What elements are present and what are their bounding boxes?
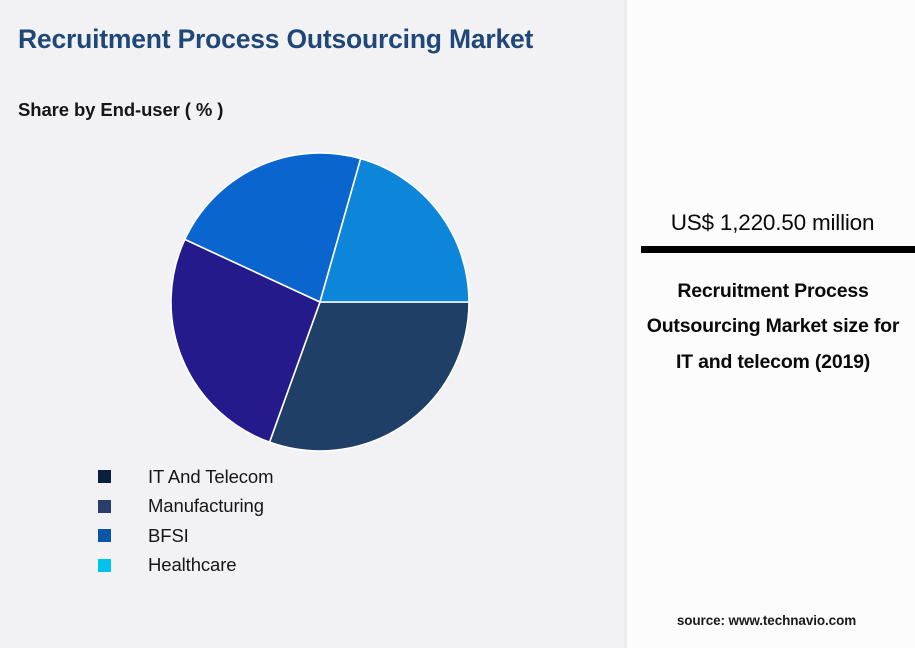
- callout-description: Recruitment Process Outsourcing Market s…: [646, 280, 900, 373]
- pie-chart: [170, 152, 470, 452]
- legend-item-label: Manufacturing: [148, 495, 264, 517]
- page-title: Recruitment Process Outsourcing Market: [18, 24, 534, 54]
- legend-swatch-icon: [98, 470, 111, 484]
- legend-swatch-icon: [98, 529, 111, 543]
- chart-legend: IT And Telecom Manufacturing BFSI Health…: [98, 462, 518, 580]
- pie-slice[interactable]: [183, 152, 362, 304]
- legend-item-bfsi[interactable]: BFSI: [98, 521, 518, 551]
- legend-item-label: Healthcare: [148, 554, 237, 576]
- legend-item-label: IT And Telecom: [148, 465, 274, 487]
- chart-panel: Recruitment Process Outsourcing Market S…: [18, 24, 534, 580]
- pie-chart-svg: [170, 152, 470, 452]
- legend-item-manufacturing[interactable]: Manufacturing: [98, 492, 518, 522]
- pie-slice-group: [170, 152, 470, 452]
- legend-item-it-and-telecom[interactable]: IT And Telecom: [98, 462, 518, 492]
- pie-slice[interactable]: [318, 157, 470, 303]
- source-attribution: source: www.technavio.com: [676, 613, 857, 628]
- legend-item-healthcare[interactable]: Healthcare: [98, 551, 518, 581]
- callout-panel: US$ 1,220.50 million Recruitment Process…: [624, 0, 915, 648]
- callout-value: US$ 1,220.50 million: [670, 210, 875, 235]
- legend-item-label: BFSI: [148, 524, 189, 546]
- pie-slice[interactable]: [170, 238, 322, 444]
- legend-swatch-icon: [98, 558, 111, 572]
- callout-divider: [641, 246, 915, 253]
- pie-slice[interactable]: [268, 301, 470, 452]
- chart-subtitle: Share by End-user ( % ): [18, 99, 224, 120]
- legend-swatch-icon: [98, 499, 111, 513]
